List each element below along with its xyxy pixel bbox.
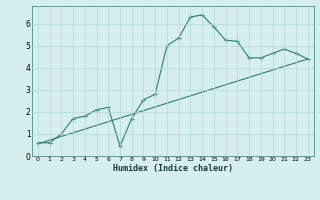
X-axis label: Humidex (Indice chaleur): Humidex (Indice chaleur) <box>113 164 233 173</box>
